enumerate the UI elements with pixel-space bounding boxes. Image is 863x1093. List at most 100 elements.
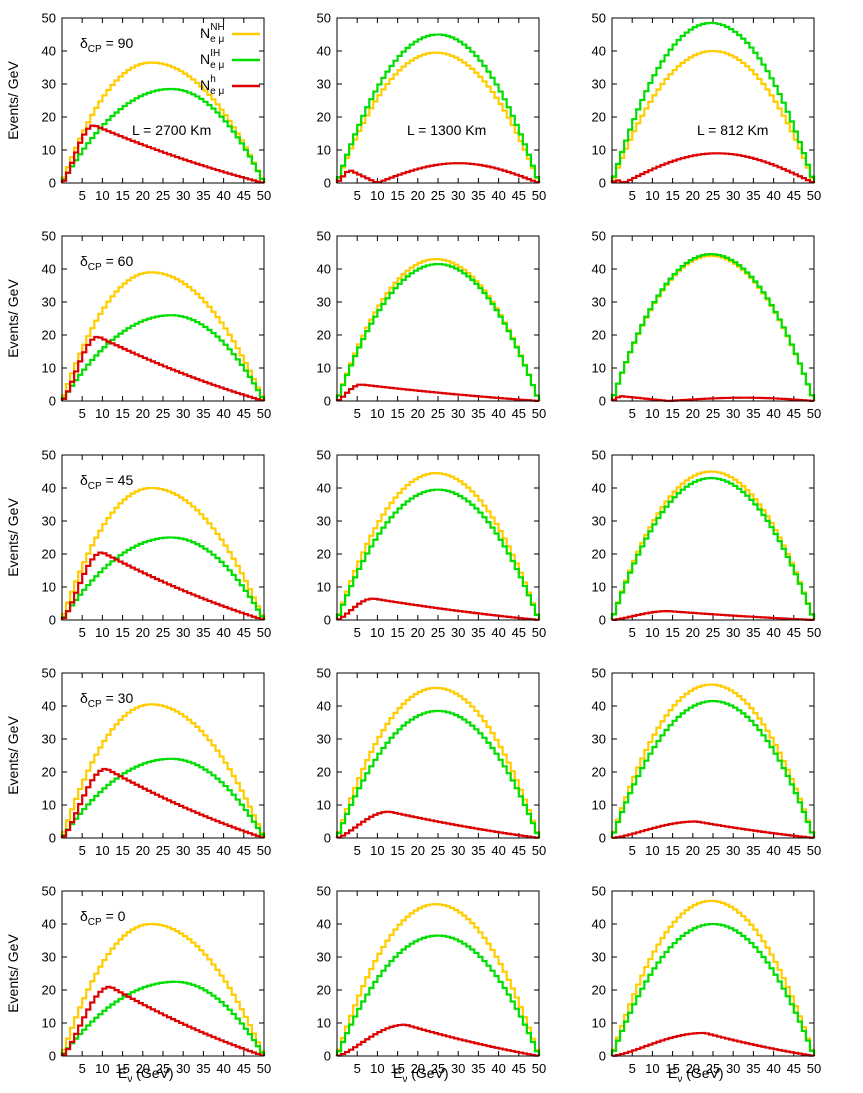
baseline-label: L = 2700 Km xyxy=(132,122,211,138)
y-tick-label: 30 xyxy=(42,295,56,310)
x-tick-label: 25 xyxy=(156,843,170,858)
y-tick-label: 20 xyxy=(42,110,56,125)
y-tick-label: 10 xyxy=(42,580,56,595)
y-tick-label: 0 xyxy=(324,1049,331,1064)
x-tick-label: 30 xyxy=(451,625,465,640)
legend-entry-2: Ne μh xyxy=(200,74,224,97)
panel-r0-c1: 0 10 20 30 40 50 5 10 15 20 25 30 35 40 45 50 L = 1300 K… xyxy=(317,11,547,204)
x-tick-label: 40 xyxy=(766,843,780,858)
series-h-line xyxy=(610,395,816,402)
series-h-line xyxy=(60,124,266,184)
panel-r3-c2: 0 10 20 30 40 50 5 10 15 20 25 30 35 40 45 50 xyxy=(592,666,822,859)
series-IH-line xyxy=(610,922,816,1056)
y-axis-label: Events/ GeV xyxy=(5,498,21,577)
panel-r1-c1: 0 10 20 30 40 50 5 10 15 20 25 30 35 40 45 50 xyxy=(317,229,547,422)
panel-r4-c1: 0 10 20 30 40 50 5 10 15 20 25 30 35 40 45 50 xyxy=(317,884,547,1077)
y-tick-label: 30 xyxy=(317,295,331,310)
x-tick-label: 35 xyxy=(746,406,760,421)
y-tick-label: 20 xyxy=(42,328,56,343)
x-tick-label: 15 xyxy=(115,843,129,858)
y-tick-label: 10 xyxy=(592,143,606,158)
y-tick-label: 50 xyxy=(592,666,606,681)
x-tick-label: 30 xyxy=(726,406,740,421)
x-axis-label: Eν (GeV) xyxy=(668,1065,724,1085)
x-tick-label: 15 xyxy=(115,406,129,421)
x-tick-label: 10 xyxy=(645,188,659,203)
x-tick-label: 30 xyxy=(176,1061,190,1076)
panel-r3-c0: 0 10 20 30 40 50 5 10 15 20 25 30 35 40 45 50 δCP = 30 xyxy=(42,666,272,859)
x-tick-label: 20 xyxy=(411,406,425,421)
x-tick-label: 35 xyxy=(746,188,760,203)
x-tick-label: 5 xyxy=(79,406,86,421)
x-tick-label: 35 xyxy=(196,1061,210,1076)
x-tick-label: 20 xyxy=(136,843,150,858)
series-h-line xyxy=(335,383,541,402)
series-h-line xyxy=(610,820,816,839)
y-tick-label: 10 xyxy=(317,798,331,813)
x-tick-label: 40 xyxy=(491,1061,505,1076)
y-tick-label: 30 xyxy=(42,732,56,747)
y-tick-label: 30 xyxy=(317,950,331,965)
panel-r2-c0: 0 10 20 30 40 50 5 10 15 20 25 30 35 40 45 50 δCP = 45 xyxy=(42,448,272,641)
y-tick-label: 10 xyxy=(42,143,56,158)
y-tick-label: 50 xyxy=(42,11,56,26)
x-tick-label: 45 xyxy=(787,188,801,203)
y-tick-label: 50 xyxy=(592,884,606,899)
y-tick-label: 50 xyxy=(592,448,606,463)
y-tick-label: 50 xyxy=(317,11,331,26)
y-tick-label: 0 xyxy=(49,176,56,191)
series-h-line xyxy=(335,162,541,184)
x-tick-label: 40 xyxy=(491,406,505,421)
y-tick-label: 20 xyxy=(42,983,56,998)
delta-cp-label: δCP = 30 xyxy=(80,690,133,710)
series-h-line xyxy=(335,597,541,621)
x-tick-label: 50 xyxy=(807,625,821,640)
legend-entry-1: Ne μIH xyxy=(200,48,224,71)
panel-frame xyxy=(61,890,265,1057)
x-tick-label: 20 xyxy=(686,1061,700,1076)
panel-frame xyxy=(336,235,540,402)
x-tick-label: 45 xyxy=(787,625,801,640)
x-tick-label: 25 xyxy=(156,188,170,203)
x-tick-label: 25 xyxy=(156,406,170,421)
x-tick-label: 20 xyxy=(686,406,700,421)
x-tick-label: 35 xyxy=(746,1061,760,1076)
y-tick-label: 0 xyxy=(599,394,606,409)
x-tick-label: 15 xyxy=(665,188,679,203)
x-tick-label: 10 xyxy=(370,1061,384,1076)
y-tick-label: 40 xyxy=(592,262,606,277)
panel-r2-c1: 0 10 20 30 40 50 5 10 15 20 25 30 35 40 45 50 xyxy=(317,448,547,641)
y-tick-label: 30 xyxy=(592,950,606,965)
delta-cp-label: δCP = 0 xyxy=(80,908,126,928)
x-tick-label: 25 xyxy=(706,1061,720,1076)
series-IH-line xyxy=(335,263,541,401)
x-tick-label: 15 xyxy=(390,1061,404,1076)
x-tick-label: 15 xyxy=(665,843,679,858)
y-tick-label: 50 xyxy=(317,884,331,899)
x-tick-label: 30 xyxy=(726,843,740,858)
x-tick-label: 15 xyxy=(665,406,679,421)
x-tick-label: 15 xyxy=(390,843,404,858)
x-tick-label: 5 xyxy=(629,406,636,421)
y-tick-label: 40 xyxy=(42,917,56,932)
x-tick-label: 10 xyxy=(370,188,384,203)
series-h-line xyxy=(335,1023,541,1057)
series-NH-line xyxy=(335,258,541,401)
panel-r3-c1: 0 10 20 30 40 50 5 10 15 20 25 30 35 40 45 50 xyxy=(317,666,547,859)
y-tick-label: 40 xyxy=(592,699,606,714)
series-h-line xyxy=(60,767,266,839)
x-tick-label: 5 xyxy=(354,188,361,203)
x-tick-label: 5 xyxy=(354,625,361,640)
x-tick-label: 10 xyxy=(370,843,384,858)
x-tick-label: 45 xyxy=(787,843,801,858)
y-tick-label: 10 xyxy=(592,798,606,813)
y-tick-label: 50 xyxy=(42,666,56,681)
y-tick-label: 0 xyxy=(599,831,606,846)
y-tick-label: 10 xyxy=(42,1016,56,1031)
y-tick-label: 40 xyxy=(42,699,56,714)
y-tick-label: 20 xyxy=(42,547,56,562)
x-tick-label: 10 xyxy=(95,188,109,203)
x-tick-label: 50 xyxy=(257,1061,271,1076)
x-tick-label: 10 xyxy=(645,1061,659,1076)
